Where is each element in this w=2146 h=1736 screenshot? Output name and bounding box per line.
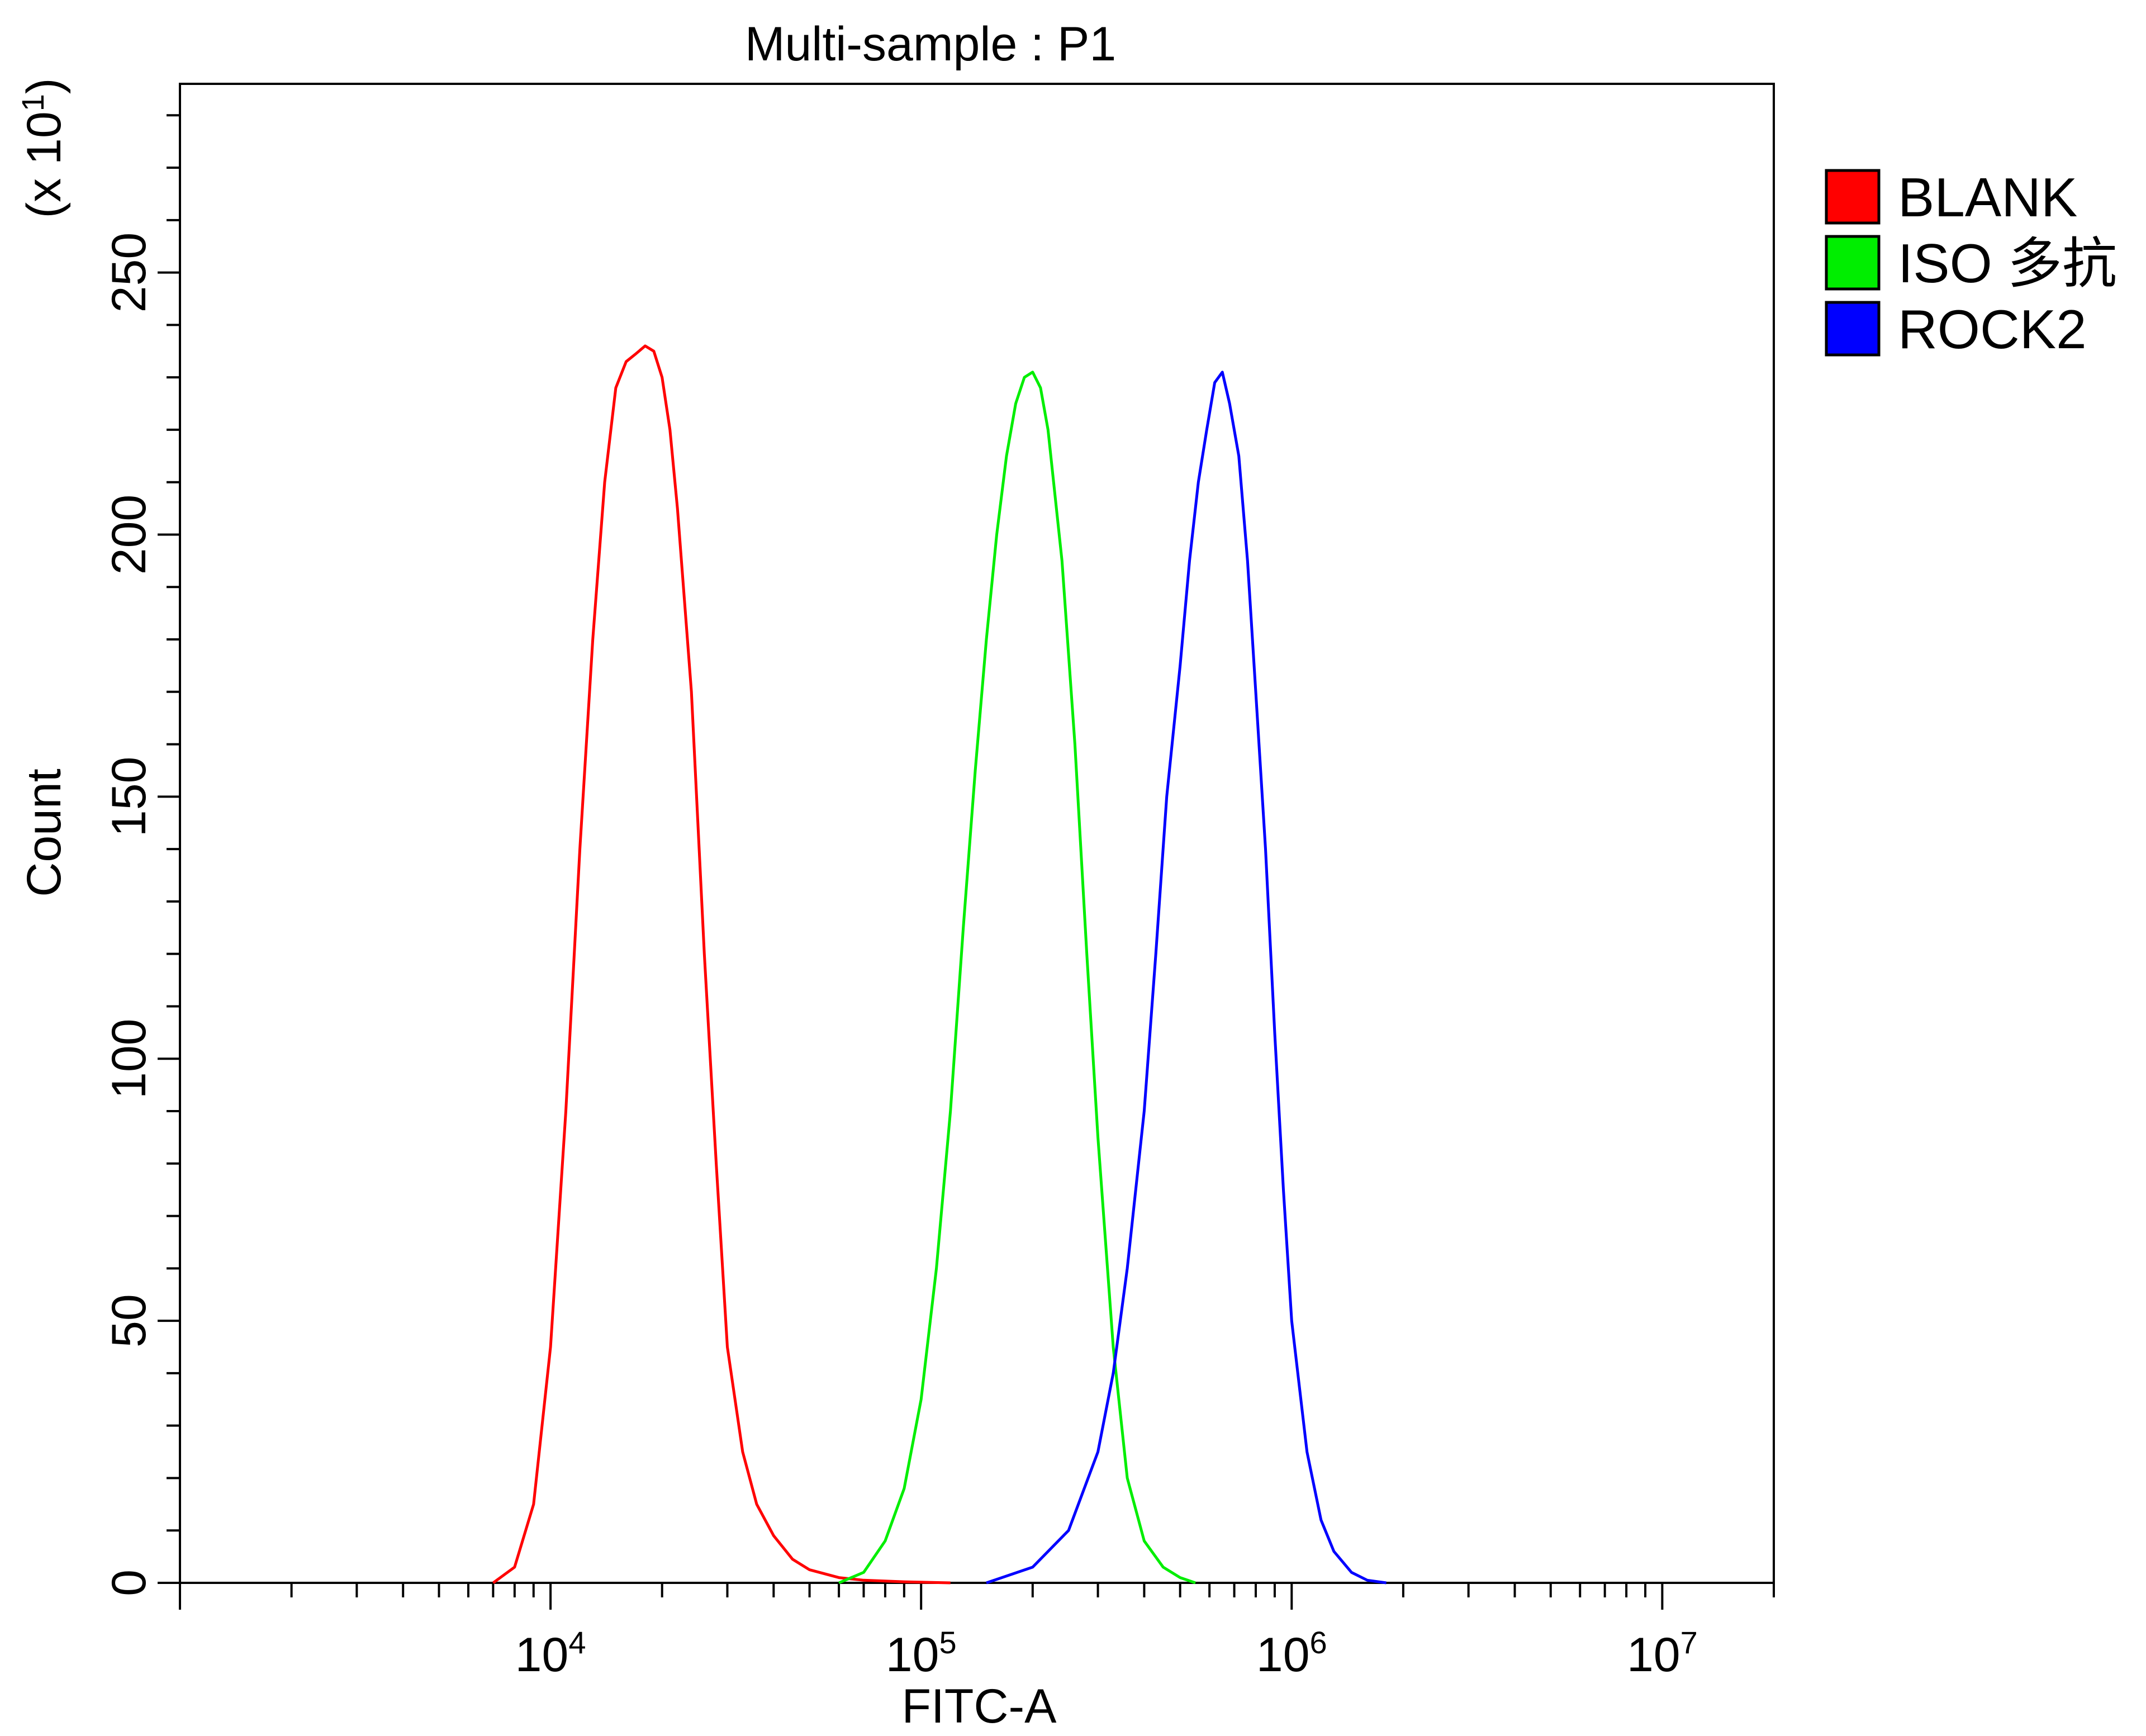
x-axis-title: FITC-A <box>901 1680 1057 1733</box>
y-multiplier-base: (x 10 <box>17 111 71 218</box>
x-tick-exponent: 7 <box>1680 1625 1698 1660</box>
legend-label: ROCK2 <box>1898 298 2087 360</box>
x-tick-label: 107 <box>1627 1625 1698 1682</box>
series-line-BLANK <box>492 344 951 1585</box>
x-tick-base: 10 <box>515 1628 569 1682</box>
series-group <box>492 344 1387 1585</box>
y-axis-title: Count <box>17 769 71 897</box>
legend-swatch <box>1825 235 1881 291</box>
y-multiplier-close: ) <box>17 78 71 94</box>
legend-swatch <box>1825 301 1881 357</box>
x-tick-exponent: 6 <box>1310 1625 1327 1660</box>
legend-label: BLANK <box>1898 167 2077 228</box>
x-tick-base: 10 <box>1256 1628 1310 1682</box>
y-tick-label: 0 <box>102 1569 156 1596</box>
x-tick-base: 10 <box>1627 1628 1680 1682</box>
x-tick-label: 105 <box>886 1625 957 1682</box>
y-axis: 0 50 100 150 200 250 <box>102 114 180 1596</box>
x-tick-exponent: 4 <box>568 1625 586 1660</box>
x-tick-exponent: 5 <box>939 1625 956 1660</box>
x-tick-base: 10 <box>886 1628 939 1682</box>
y-tick-label: 100 <box>102 1018 156 1099</box>
y-tick-label: 150 <box>102 757 156 837</box>
y-multiplier-exponent: 1 <box>15 94 50 111</box>
x-tick-label: 106 <box>1256 1625 1327 1682</box>
x-axis: 104 105 106 107 <box>179 1583 1775 1682</box>
x-tick-label: 104 <box>515 1625 586 1682</box>
y-tick-label: 250 <box>102 233 156 312</box>
y-tick-label: 200 <box>102 495 156 575</box>
y-axis-multiplier: (x 101) <box>15 78 71 219</box>
legend-swatch <box>1825 169 1881 225</box>
plot-frame <box>179 83 1775 1584</box>
chart-title: Multi-sample : P1 <box>745 17 1116 71</box>
legend-label: ISO 多抗 <box>1898 233 2117 294</box>
series-line-ROCK2 <box>986 371 1387 1585</box>
y-tick-label: 50 <box>102 1294 156 1348</box>
series-line-ISO 多抗 <box>838 371 1196 1585</box>
